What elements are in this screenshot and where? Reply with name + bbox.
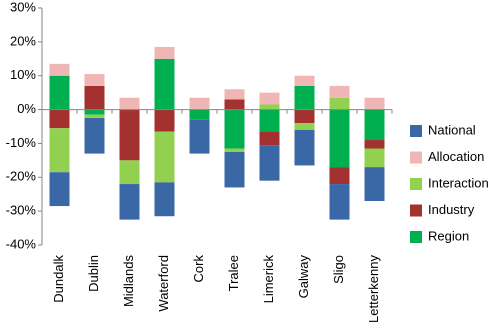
bar-segment [294,75,315,86]
bar-segment [84,114,105,119]
bar-segment [84,74,105,86]
bar-segment [224,109,245,149]
legend-label: Region [428,228,469,243]
bar-segment [224,151,245,188]
y-tick-label: 0% [17,101,36,116]
bar-segment [259,145,280,181]
legend-swatch [410,178,422,190]
bar-segment [224,99,245,110]
bar-segment [84,85,105,110]
bar-segment [119,97,140,110]
bar-segment [49,109,70,129]
bar-segment [154,182,175,217]
legend-swatch [410,125,422,137]
bar-segment [259,104,280,110]
bar-segment [189,97,210,110]
legend-label: Industry [428,202,475,217]
x-tick-label: Waterford [156,255,171,312]
legend-label: National [428,122,476,137]
x-tick-label: Letterkenny [366,255,381,323]
y-tick-label: -20% [6,169,37,184]
bar-segment [364,97,385,110]
y-tick-label: 10% [10,67,36,82]
bar-segment [364,109,385,141]
bar-segment [189,119,210,154]
x-tick-label: Cork [191,255,206,283]
bar-segment [294,123,315,130]
bar-segment [259,131,280,146]
bar-segment [294,129,315,166]
bar-segment [154,131,175,183]
bar-segment [119,109,140,161]
x-tick-label: Tralee [226,255,241,291]
bar-segment [119,184,140,220]
bar-segment [364,148,385,168]
bar-segment [49,75,70,110]
y-tick-label: -40% [6,236,37,251]
bar-segment [189,109,210,120]
legend-swatch [410,231,422,243]
bar-segment [154,109,175,132]
bar-segment [329,97,350,110]
legend-label: Allocation [428,149,484,164]
bar-segment [49,128,70,173]
bar-segment [224,148,245,152]
y-tick-label: 20% [10,33,36,48]
x-tick-label: Midlands [121,255,136,308]
bar-segment [154,58,175,110]
x-tick-label: Dublin [86,255,101,292]
bar-segment [49,63,70,76]
legend-swatch [410,204,422,217]
y-tick-label: 30% [10,0,36,14]
y-tick-label: -30% [6,203,37,218]
bar-segment [294,109,315,124]
bar-segment [364,140,385,149]
bar-segment [294,85,315,110]
bar-segment [119,160,140,185]
bar-segment [84,109,105,115]
bar-segment [329,109,350,168]
x-tick-label: Galway [296,255,311,299]
bar-segment [329,184,350,220]
legend-swatch [410,151,422,164]
x-tick-label: Sligo [331,255,346,284]
bar-segment [364,167,385,201]
bar-segment [84,118,105,154]
x-tick-label: Limerick [261,255,276,304]
x-tick-label: Dundalk [51,255,66,303]
bar-segment [154,46,175,59]
bar-segment [259,92,280,105]
bar-segment [49,172,70,207]
legend-label: Interaction [428,175,489,190]
y-tick-label: -10% [6,135,37,150]
bar-segment [224,89,245,100]
bar-segment [259,109,280,132]
bar-segment [329,167,350,185]
bar-segment [329,85,350,98]
